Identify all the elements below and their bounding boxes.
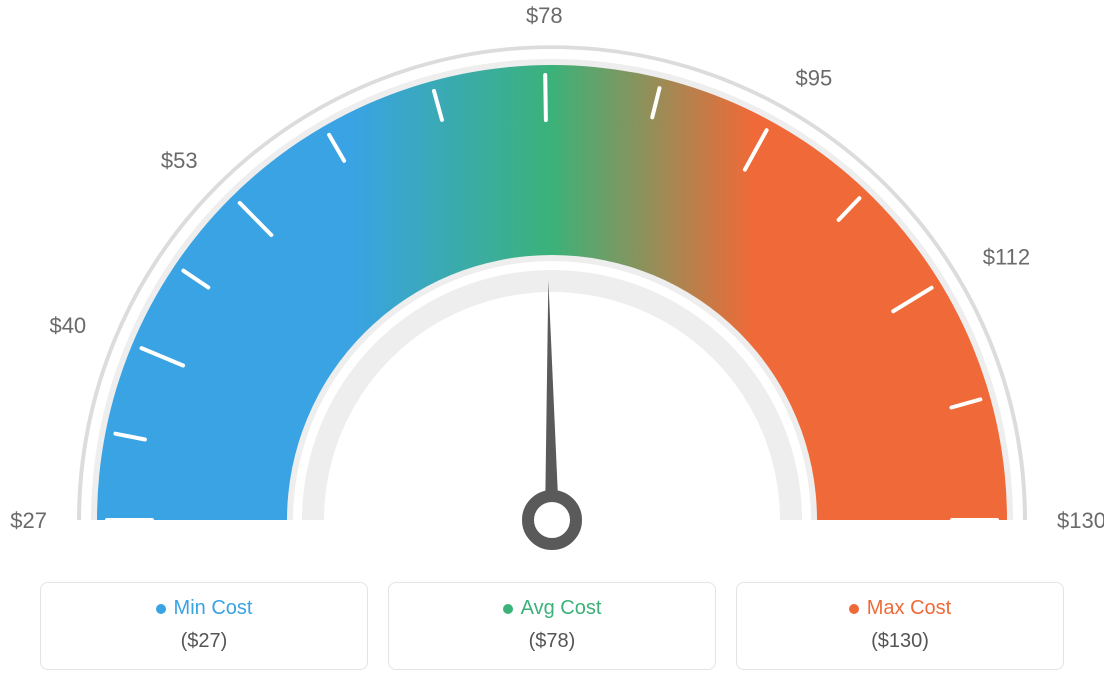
legend-max: Max Cost ($130) — [736, 582, 1064, 670]
legend-avg-label: Avg Cost — [503, 597, 602, 620]
svg-text:$130: $130 — [1057, 508, 1104, 533]
legend-max-label: Max Cost — [849, 597, 951, 620]
legend-min: Min Cost ($27) — [40, 582, 368, 670]
legend-avg: Avg Cost ($78) — [388, 582, 716, 670]
legend-avg-text: Avg Cost — [521, 597, 602, 620]
legend-min-value: ($27) — [41, 630, 367, 653]
svg-text:$27: $27 — [10, 508, 47, 533]
dot-icon — [503, 604, 513, 614]
svg-text:$53: $53 — [161, 148, 198, 173]
svg-text:$40: $40 — [49, 313, 86, 338]
legend-max-value: ($130) — [737, 630, 1063, 653]
dot-icon — [156, 604, 166, 614]
svg-text:$112: $112 — [983, 244, 1030, 269]
dot-icon — [849, 604, 859, 614]
svg-text:$78: $78 — [526, 3, 563, 28]
svg-text:$95: $95 — [796, 66, 833, 91]
legend: Min Cost ($27) Avg Cost ($78) Max Cost (… — [40, 582, 1064, 670]
legend-min-text: Min Cost — [174, 597, 253, 620]
legend-min-label: Min Cost — [156, 597, 253, 620]
legend-avg-value: ($78) — [389, 630, 715, 653]
legend-max-text: Max Cost — [867, 597, 951, 620]
cost-gauge: $27 $40 $53 $78 $95 $112 $130 — [0, 0, 1104, 560]
